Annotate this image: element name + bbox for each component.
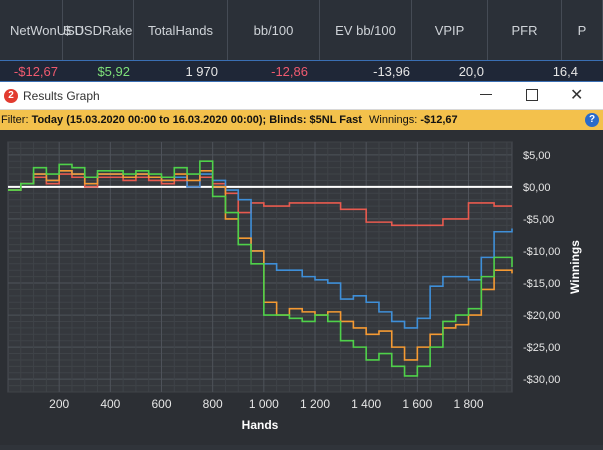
winnings-label: Winnings: [369,114,418,126]
cell-net-won: -$12,67 [13,64,58,79]
x-tick-label: 600 [151,397,171,411]
winnings-chart: $5,00 $0,00 -$5,00 -$10,00 -$15,00 -$20,00 -$2… [7,141,582,432]
y-tick-label: -$15,00 [523,278,560,290]
x-tick-label: 1 400 [351,397,381,411]
app-logo-icon: 2 [4,89,18,103]
maximize-icon[interactable] [526,89,538,101]
window-titlebar: 2 Results Graph ✕ [0,82,603,110]
y-tick-label: -$5,00 [523,214,554,226]
filter-label: Filter: [1,114,29,126]
filter-value: Today (15.03.2020 00:00 to 16.03.2020 00… [31,114,362,126]
x-tick-label: 400 [100,397,120,411]
y-tick-label: -$10,00 [523,246,560,258]
cell-pfr: 16,4 [552,64,578,79]
x-tick-label: 200 [49,397,69,411]
column-header-usd-rake[interactable]: $ USD Rake [63,0,134,60]
x-tick-label: 1 000 [249,397,279,411]
series-line-4 [8,160,513,377]
filter-bar: Filter: Today (15.03.2020 00:00 to 16.03… [0,110,603,130]
cell-ev-bb100: -13,96 [373,64,410,79]
y-tick-label: -$30,00 [523,374,560,386]
cell-total-hands: 1 970 [185,64,218,79]
x-tick-label: 1 800 [453,397,483,411]
cell-bb100: -12,86 [271,64,308,79]
column-header-bb100[interactable]: bb/100 [228,0,320,60]
column-header-pfr[interactable]: PFR [488,0,562,60]
close-icon[interactable]: ✕ [570,87,584,104]
y-tick-label: -$25,00 [523,342,560,354]
x-tick-label: 1 200 [300,397,330,411]
winnings-value: -$12,67 [420,114,458,126]
help-icon[interactable]: ? [585,113,599,127]
window-title: Results Graph [23,89,100,103]
stats-table: Net Won USD $ USD Rake Total Hands bb/100 EV bb/… [0,0,603,82]
y-axis-label: Winnings [568,240,582,294]
x-tick-label: 800 [203,397,223,411]
column-header-vpip[interactable]: VPIP [412,0,488,60]
stats-row[interactable]: -$12,67 $5,92 1 970 -12,86 -13,96 20,0 16,4 [0,60,603,82]
results-graph: $5,00 $0,00 -$5,00 -$10,00 -$15,00 -$20,00 -$2… [0,130,603,445]
column-header-ev-bb100[interactable]: EV bb/100 [320,0,412,60]
x-tick-label: 1 600 [402,397,432,411]
y-tick-label: $5,00 [523,150,551,162]
cell-usd-rake: $5,92 [97,64,130,79]
plot-area [7,141,513,393]
column-header-more[interactable]: P [562,0,603,60]
x-axis-label: Hands [242,418,279,432]
y-tick-label: $0,00 [523,182,551,194]
cell-vpip: 20,0 [458,64,484,79]
column-header-net-won[interactable]: Net Won USD [0,0,84,60]
column-header-total-hands[interactable]: Total Hands [134,0,228,60]
y-tick-label: -$20,00 [523,310,560,322]
minimize-icon[interactable] [480,94,492,95]
